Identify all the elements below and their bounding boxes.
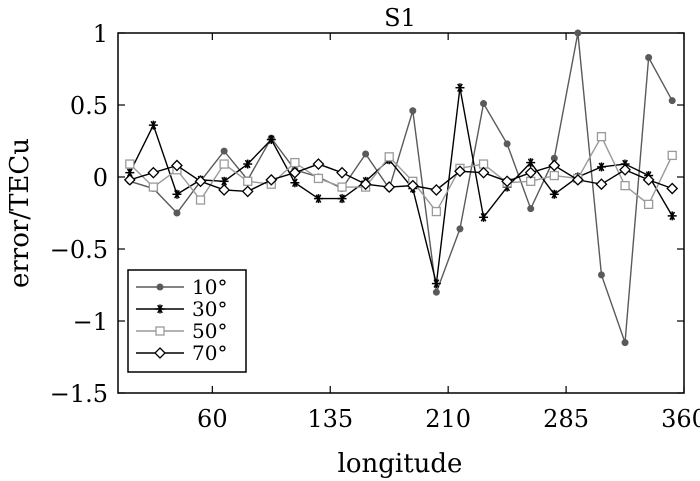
series-2-point bbox=[148, 182, 159, 192]
series-1-point bbox=[266, 135, 276, 145]
series-3-point bbox=[548, 159, 561, 172]
y-tick-label: −1.5 bbox=[50, 380, 108, 408]
series-1-point bbox=[219, 176, 229, 186]
series-3-point bbox=[666, 182, 679, 195]
series-1-point bbox=[549, 189, 559, 199]
series-1-point bbox=[243, 159, 253, 169]
series-2-point bbox=[243, 176, 253, 186]
series-2-point bbox=[337, 182, 347, 192]
series-0-point bbox=[621, 339, 629, 347]
series-line-2 bbox=[129, 135, 673, 213]
series-0-point bbox=[362, 150, 370, 158]
series-3-point bbox=[218, 184, 231, 196]
series-0-point bbox=[574, 29, 582, 37]
series-2-point bbox=[596, 132, 607, 142]
legend-label-3: 70° bbox=[192, 341, 227, 365]
series-3-point bbox=[595, 178, 608, 191]
series-3-point bbox=[288, 166, 301, 179]
legend-marker-2 bbox=[155, 326, 165, 336]
series-2-point bbox=[667, 150, 677, 161]
series-3-point bbox=[477, 166, 490, 179]
series-0-point bbox=[527, 205, 535, 213]
series-2-point bbox=[620, 180, 630, 191]
x-tick-label: 360 bbox=[661, 405, 700, 433]
series-3-point bbox=[571, 173, 584, 186]
series-3-point bbox=[312, 158, 325, 170]
series-2-point bbox=[195, 195, 206, 205]
series-2-point bbox=[290, 157, 300, 168]
legend-marker-1 bbox=[155, 304, 165, 314]
series-3-point bbox=[430, 184, 443, 196]
series-3-point bbox=[194, 175, 207, 188]
series-0-point bbox=[432, 288, 440, 296]
legend: 10°30°50°70° bbox=[127, 269, 247, 373]
series-2-point bbox=[219, 159, 229, 169]
series-2-point bbox=[549, 170, 559, 181]
y-tick-label: 0.5 bbox=[70, 92, 108, 120]
series-3-point bbox=[241, 185, 254, 198]
series-2-point bbox=[431, 206, 442, 217]
series-line-0 bbox=[129, 32, 673, 343]
series-0-point bbox=[456, 225, 464, 233]
series-1-point bbox=[667, 211, 677, 221]
series-1-point bbox=[479, 212, 489, 222]
series-3-point bbox=[147, 166, 160, 179]
series-2-point bbox=[384, 152, 394, 162]
x-tick-label: 210 bbox=[425, 405, 471, 433]
series-1-point bbox=[148, 120, 158, 130]
series-0-point bbox=[173, 209, 181, 217]
series-3-point bbox=[265, 173, 278, 186]
series-3-point bbox=[336, 166, 348, 179]
x-tick-label: 135 bbox=[307, 405, 353, 433]
series-2-point bbox=[125, 159, 135, 169]
series-1-point bbox=[431, 279, 441, 289]
series-1-point bbox=[596, 162, 606, 172]
series-3-point bbox=[383, 181, 396, 193]
y-tick-label: 0 bbox=[93, 164, 108, 192]
series-1-point bbox=[455, 83, 465, 93]
series-3-point bbox=[406, 179, 419, 192]
series-3-point bbox=[123, 173, 136, 186]
series-0-point bbox=[409, 107, 417, 115]
series-0-point bbox=[645, 53, 653, 61]
series-3-point bbox=[524, 166, 537, 179]
legend-marker-3 bbox=[154, 347, 166, 359]
x-tick-label: 60 bbox=[197, 405, 228, 433]
series-0-point bbox=[480, 100, 488, 108]
legend-label-0: 10° bbox=[192, 275, 227, 299]
series-1-point bbox=[172, 189, 182, 199]
series-0-point bbox=[597, 271, 605, 279]
y-axis-label: error/TECu bbox=[5, 138, 35, 288]
legend-marker-0 bbox=[156, 283, 164, 291]
series-3-point bbox=[454, 165, 466, 178]
x-axis-label: longitude bbox=[338, 449, 463, 479]
series-3-point bbox=[171, 159, 183, 172]
series-3-point bbox=[359, 178, 372, 191]
y-tick-label: −1 bbox=[73, 308, 108, 336]
x-tick-label: 285 bbox=[543, 405, 589, 433]
y-tick-label: 1 bbox=[93, 20, 108, 48]
series-0-point bbox=[503, 140, 511, 148]
series-3-point bbox=[619, 163, 631, 176]
series-1-point bbox=[526, 158, 536, 168]
chart-title: S1 bbox=[384, 4, 416, 32]
series-3-point bbox=[642, 173, 655, 186]
y-tick-label: −0.5 bbox=[50, 236, 108, 264]
series-1-point bbox=[313, 194, 323, 204]
axis-ticks: 60 135 210 285 360 1 0.5 0 −0.5 −1 −1.5 bbox=[50, 20, 700, 433]
series-0-point bbox=[668, 97, 676, 105]
series-1-point bbox=[290, 178, 300, 188]
series-2-point bbox=[643, 199, 654, 210]
series-1-point bbox=[337, 194, 347, 204]
legend-label-1: 30° bbox=[192, 297, 227, 321]
series-2-point bbox=[313, 173, 324, 184]
series-0-point bbox=[220, 147, 228, 155]
legend-box bbox=[127, 269, 247, 373]
series-3-point bbox=[501, 175, 514, 188]
plot-frame bbox=[117, 32, 685, 394]
legend-label-2: 50° bbox=[192, 319, 227, 343]
series-group bbox=[123, 29, 679, 347]
